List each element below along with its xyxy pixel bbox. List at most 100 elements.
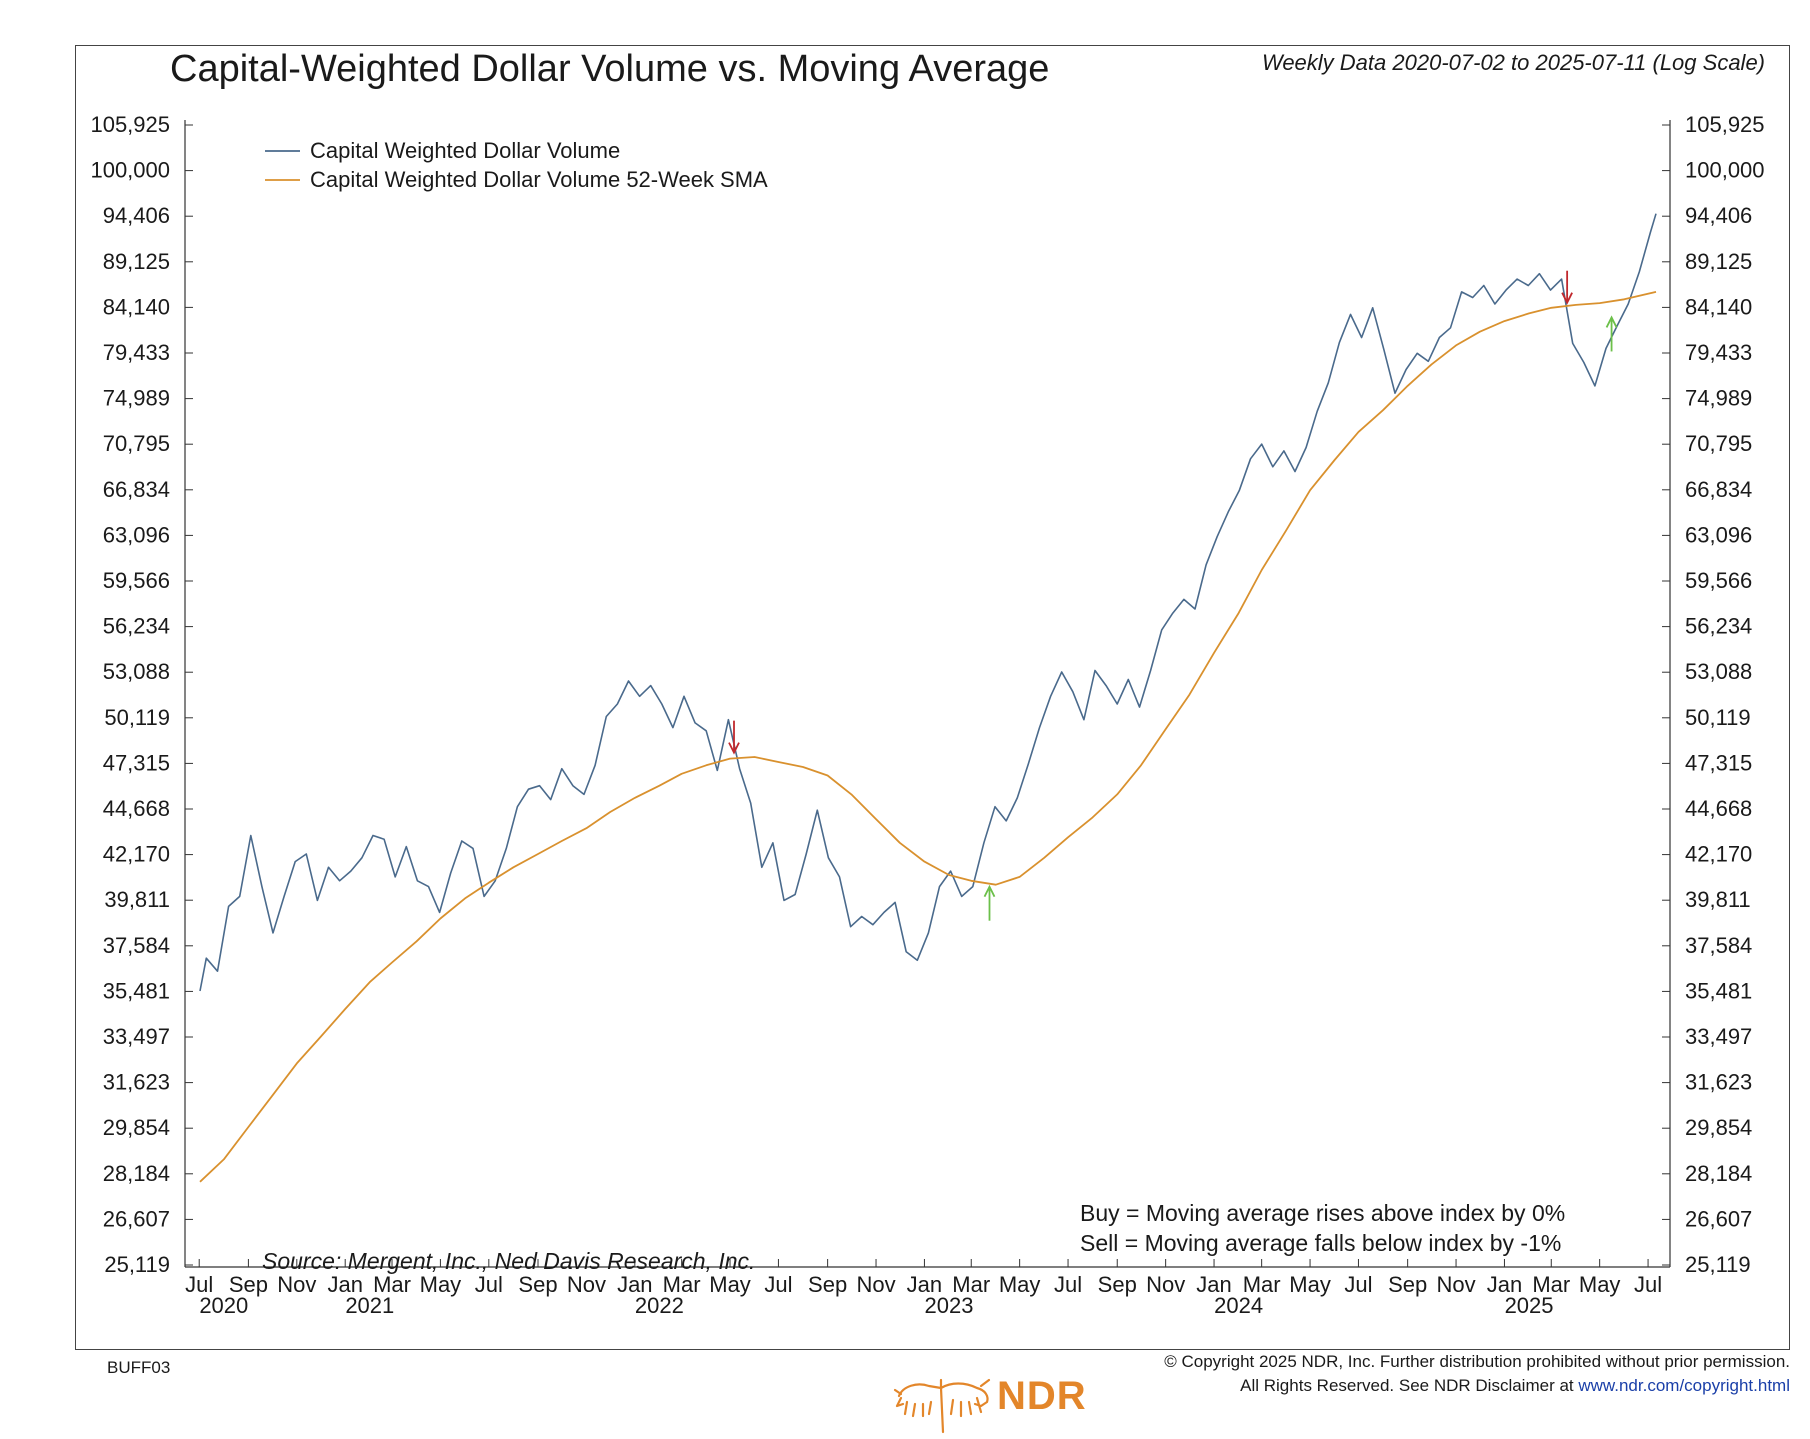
y-tick-label-left: 35,481 xyxy=(103,978,170,1003)
y-tick-label-right: 105,925 xyxy=(1685,112,1765,137)
x-tick-label: May xyxy=(709,1272,751,1297)
x-tick-label: Nov xyxy=(277,1272,316,1297)
y-tick-label-right: 39,811 xyxy=(1685,887,1751,912)
y-tick-label-left: 105,925 xyxy=(90,112,170,137)
x-tick-label: Mar xyxy=(1532,1272,1570,1297)
x-tick-label: Nov xyxy=(856,1272,895,1297)
x-tick-label: Sep xyxy=(1388,1272,1427,1297)
y-tick-label-right: 79,433 xyxy=(1685,340,1752,365)
y-tick-label-right: 25,119 xyxy=(1685,1252,1751,1277)
signal-layer xyxy=(728,270,1618,921)
chart-frame xyxy=(75,45,1790,1350)
y-tick-label-left: 44,668 xyxy=(103,796,170,821)
y-tick-label-left: 56,234 xyxy=(103,614,170,639)
y-tick-label-left: 28,184 xyxy=(103,1161,170,1186)
y-tick-label-left: 39,811 xyxy=(104,887,170,912)
x-tick-label: Sep xyxy=(1098,1272,1137,1297)
x-tick-label: Jan xyxy=(617,1272,652,1297)
y-tick-label-right: 84,140 xyxy=(1685,294,1752,319)
y-tick-label-left: 74,989 xyxy=(103,386,170,411)
y-tick-label-right: 47,315 xyxy=(1685,750,1752,775)
x-tick-label: Sep xyxy=(229,1272,268,1297)
y-tick-label-right: 56,234 xyxy=(1685,614,1752,639)
x-tick-label: Jan xyxy=(1487,1272,1522,1297)
x-tick-label: Mar xyxy=(1243,1272,1281,1297)
x-tick-label: Nov xyxy=(1146,1272,1185,1297)
y-tick-label-right: 29,854 xyxy=(1685,1115,1752,1140)
y-tick-label-left: 42,170 xyxy=(103,842,170,867)
ndr-logo: NDR xyxy=(893,1368,1103,1434)
y-tick-label-right: 70,795 xyxy=(1685,431,1752,456)
x-tick-label: Jan xyxy=(1196,1272,1231,1297)
legend-label-sma: Capital Weighted Dollar Volume 52-Week S… xyxy=(310,167,768,192)
x-tick-label: Sep xyxy=(518,1272,557,1297)
x-tick-label: Nov xyxy=(1436,1272,1475,1297)
x-tick-label: Nov xyxy=(567,1272,606,1297)
y-tick-label-right: 37,584 xyxy=(1685,933,1752,958)
x-tick-label: May xyxy=(999,1272,1041,1297)
x-year-label: 2022 xyxy=(635,1293,684,1318)
x-tick-label: Jul xyxy=(1634,1272,1662,1297)
x-tick-label: Mar xyxy=(952,1272,990,1297)
y-tick-label-right: 63,096 xyxy=(1685,522,1752,547)
y-tick-label-left: 94,406 xyxy=(103,203,170,228)
sell-signal-arrow-head xyxy=(728,742,740,755)
x-tick-label: Mar xyxy=(373,1272,411,1297)
y-tick-label-right: 26,607 xyxy=(1685,1206,1752,1231)
chart-title: Capital-Weighted Dollar Volume vs. Movin… xyxy=(170,48,1050,90)
y-tick-label-left: 89,125 xyxy=(103,249,170,274)
y-tick-label-left: 84,140 xyxy=(103,294,170,319)
x-tick-label: May xyxy=(1579,1272,1621,1297)
series-layer xyxy=(199,213,1657,1183)
legend-label-index: Capital Weighted Dollar Volume xyxy=(310,138,620,163)
copyright-line-1: © Copyright 2025 NDR, Inc. Further distr… xyxy=(1164,1352,1790,1371)
y-tick-label-left: 47,315 xyxy=(103,750,170,775)
source-note: Source: Mergent, Inc., Ned Davis Researc… xyxy=(262,1248,756,1274)
y-tick-label-left: 53,088 xyxy=(103,659,170,684)
x-year-label: 2025 xyxy=(1505,1293,1554,1318)
y-tick-label-left: 33,497 xyxy=(103,1024,170,1049)
x-year-label: 2020 xyxy=(199,1293,248,1318)
y-tick-label-right: 66,834 xyxy=(1685,477,1752,502)
chart-id: BUFF03 xyxy=(107,1358,171,1377)
y-tick-label-left: 29,854 xyxy=(103,1115,170,1140)
y-tick-label-right: 33,497 xyxy=(1685,1024,1752,1049)
y-tick-label-right: 89,125 xyxy=(1685,249,1752,274)
sell-signal-arrow-head xyxy=(1561,292,1573,305)
y-tick-label-right: 44,668 xyxy=(1685,796,1752,821)
copyright-link[interactable]: www.ndr.com/copyright.html xyxy=(1578,1376,1790,1395)
chart-subtitle: Weekly Data 2020-07-02 to 2025-07-11 (Lo… xyxy=(1261,50,1765,75)
x-tick-label: Mar xyxy=(663,1272,701,1297)
y-tick-label-right: 74,989 xyxy=(1685,386,1752,411)
y-tick-label-left: 31,623 xyxy=(103,1070,170,1095)
logo-wordmark: NDR xyxy=(997,1374,1087,1418)
y-tick-label-right: 100,000 xyxy=(1685,158,1765,183)
x-year-label: 2024 xyxy=(1214,1293,1263,1318)
x-tick-label: Jul xyxy=(764,1272,792,1297)
copyright-notice: © Copyright 2025 NDR, Inc. Further distr… xyxy=(1164,1350,1790,1398)
y-tick-label-right: 50,119 xyxy=(1685,705,1751,730)
y-tick-label-left: 63,096 xyxy=(103,522,170,547)
y-tick-label-right: 42,170 xyxy=(1685,842,1752,867)
series-line-index xyxy=(199,213,1657,992)
y-tick-label-left: 59,566 xyxy=(103,568,170,593)
copyright-line-2: All Rights Reserved. See NDR Disclaimer … xyxy=(1164,1374,1790,1398)
bull-bear-icon xyxy=(893,1378,991,1434)
x-tick-label: Jul xyxy=(1344,1272,1372,1297)
x-tick-label: Jul xyxy=(1054,1272,1082,1297)
x-tick-label: May xyxy=(420,1272,462,1297)
y-tick-label-right: 94,406 xyxy=(1685,203,1752,228)
buy-rule-note: Buy = Moving average rises above index b… xyxy=(1080,1200,1566,1226)
copyright-text: All Rights Reserved. See NDR Disclaimer … xyxy=(1240,1376,1579,1395)
y-tick-label-right: 31,623 xyxy=(1685,1070,1752,1095)
x-tick-label: May xyxy=(1289,1272,1331,1297)
y-tick-label-left: 66,834 xyxy=(103,477,170,502)
x-year-label: 2023 xyxy=(925,1293,974,1318)
y-tick-label-right: 53,088 xyxy=(1685,659,1752,684)
x-tick-label: Jan xyxy=(327,1272,362,1297)
legend: Capital Weighted Dollar Volume Capital W… xyxy=(265,138,768,192)
y-tick-label-right: 28,184 xyxy=(1685,1161,1752,1186)
sell-rule-note: Sell = Moving average falls below index … xyxy=(1080,1230,1562,1256)
x-tick-label: Jul xyxy=(185,1272,213,1297)
x-tick-label: Jan xyxy=(907,1272,942,1297)
